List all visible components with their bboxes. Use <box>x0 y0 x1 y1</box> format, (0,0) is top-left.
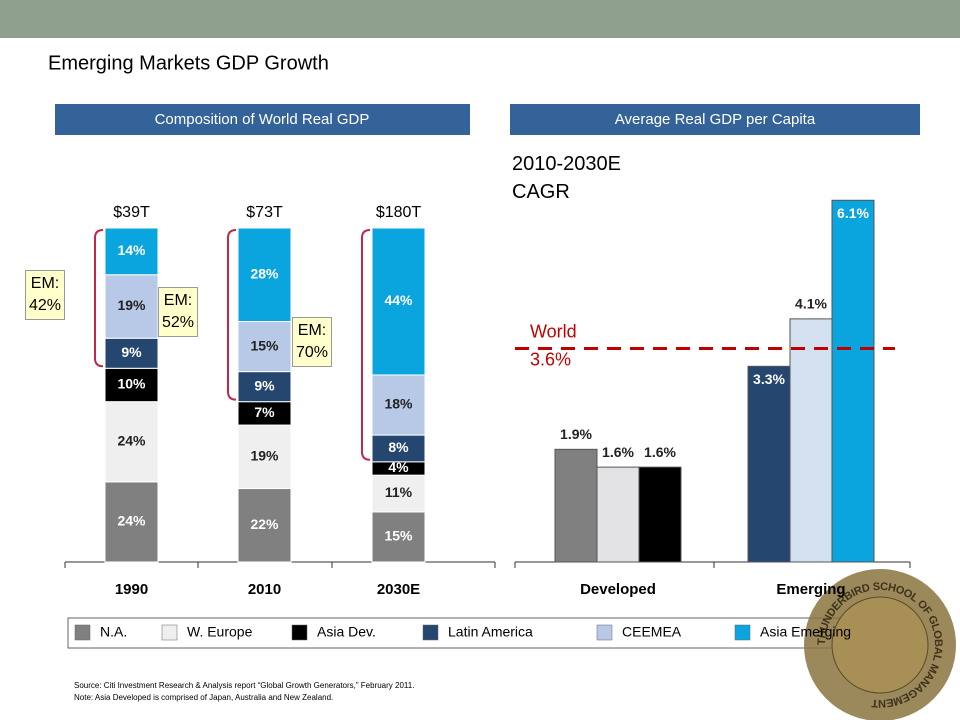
top-band <box>0 0 960 38</box>
slide-title: Emerging Markets GDP Growth <box>48 52 329 74</box>
total-label: $39T <box>113 204 150 221</box>
data-label: 24% <box>117 513 146 529</box>
bar-segment <box>371 434 426 463</box>
panel-title: Composition of World Real GDP <box>155 111 370 128</box>
legend-label: W. Europe <box>187 624 253 640</box>
data-label: 19% <box>250 447 279 463</box>
panel-header <box>55 104 470 135</box>
legend-swatch <box>734 624 751 641</box>
data-label: 28% <box>250 265 279 281</box>
bar <box>789 318 833 563</box>
em-bracket <box>227 229 237 401</box>
bar <box>638 466 682 563</box>
bar <box>554 448 598 563</box>
em-bracket <box>94 229 104 368</box>
data-label: 22% <box>250 516 279 532</box>
legend-box <box>67 617 891 649</box>
data-label: 1.6% <box>644 444 676 460</box>
legend-swatch <box>74 624 91 641</box>
bar-segment <box>104 481 159 563</box>
legend-swatch <box>161 624 178 641</box>
bar <box>596 466 640 563</box>
data-label: 3.3% <box>753 371 785 387</box>
em-bracket <box>361 229 371 461</box>
bar-segment <box>237 321 292 373</box>
x-tick-label: 1990 <box>115 581 148 598</box>
legend-swatch <box>422 624 439 641</box>
legend-label: CEEMEA <box>622 624 682 640</box>
bar-segment <box>104 401 159 483</box>
total-label: $73T <box>246 204 283 221</box>
bar-segment <box>371 474 426 513</box>
data-label: 1.6% <box>602 444 634 460</box>
data-label: 15% <box>384 528 413 544</box>
data-label: 14% <box>117 242 146 258</box>
x-tick-label: 2010 <box>248 581 281 598</box>
footnote: Source: Citi Investment Research & Analy… <box>74 681 414 690</box>
bar-segment <box>104 227 159 276</box>
legend-label: Asia Emerging <box>760 624 851 640</box>
bar-segment <box>237 424 292 490</box>
bar-segment <box>371 227 426 376</box>
subtitle: 2010-2030E CAGR <box>512 153 621 203</box>
data-label: 11% <box>385 484 413 500</box>
legend-label: Asia Dev. <box>317 624 376 640</box>
legend-swatch <box>596 624 613 641</box>
data-label: 18% <box>384 396 413 412</box>
data-label: 19% <box>117 297 146 313</box>
data-label: 4.1% <box>795 296 827 312</box>
data-label: 6.1% <box>837 205 869 221</box>
data-label: 9% <box>121 344 142 360</box>
logo: THUNDERBIRD SCHOOL OF GLOBAL MANAGEMENT <box>804 569 956 720</box>
total-label: $180T <box>376 204 422 221</box>
bar-segment <box>237 227 292 323</box>
em-annotation: EM: 52% <box>158 286 198 337</box>
data-label: 1.9% <box>560 426 592 442</box>
data-label: 10% <box>117 376 146 392</box>
data-label: 15% <box>250 337 279 353</box>
footnote: Note: Asia Developed is comprised of Jap… <box>74 693 333 702</box>
legend-swatch <box>291 624 308 641</box>
legend-label: N.A. <box>100 624 127 640</box>
bar-segment <box>104 274 159 339</box>
bar-segment <box>237 488 292 563</box>
x-tick-label: Emerging <box>776 581 845 598</box>
x-tick-label: Developed <box>580 581 656 598</box>
x-tick-label: 2030E <box>377 581 420 598</box>
data-label: 7% <box>254 404 275 420</box>
bar-segment <box>371 374 426 436</box>
reference-label: World <box>530 321 577 341</box>
data-label: 24% <box>117 432 146 448</box>
data-label: 8% <box>388 439 409 455</box>
bar-segment <box>104 337 159 369</box>
data-label: 4% <box>388 459 409 475</box>
panel-header <box>510 104 920 135</box>
bar-segment <box>104 367 159 403</box>
data-label: 44% <box>384 292 413 308</box>
bar <box>747 365 791 563</box>
bar-segment <box>237 371 292 403</box>
data-label: 9% <box>254 377 275 393</box>
bar-segment <box>371 511 426 563</box>
legend-label: Latin America <box>448 624 533 640</box>
logo-inner <box>831 596 929 694</box>
em-annotation: EM: 70% <box>292 316 332 367</box>
em-annotation: EM: 42% <box>25 270 65 321</box>
reference-value: 3.6% <box>530 349 571 369</box>
bar <box>831 199 875 563</box>
panel-title: Average Real GDP per Capita <box>615 111 816 128</box>
